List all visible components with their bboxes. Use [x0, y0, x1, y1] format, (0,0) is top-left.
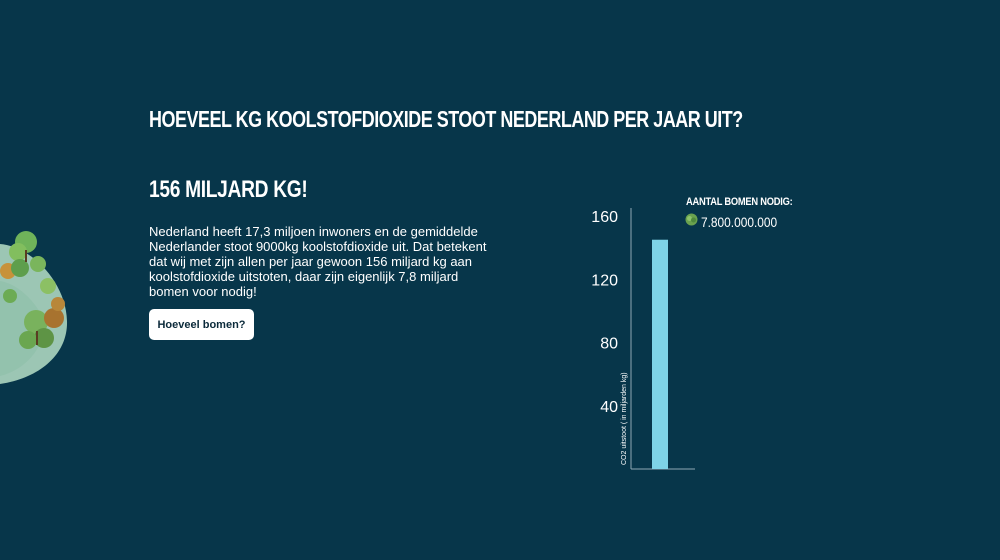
chart-bar	[652, 239, 668, 469]
co2-bar-chart: 40 80 120 160 CO2 uitstoot ( in miljarden kg…	[591, 208, 695, 470]
globe-trees-icon	[0, 231, 68, 384]
trees-needed-label: AANTAL BOMEN NODIG:	[686, 196, 793, 208]
y-tick-label: 160	[591, 209, 618, 226]
y-tick-label: 80	[600, 336, 618, 353]
page-title: HOEVEEL KG KOOLSTOFDIOXIDE STOOT NEDERLA…	[149, 106, 743, 132]
tree-icon	[685, 213, 698, 226]
description-text: Nederland heeft 17,3 miljoen inwoners en…	[149, 224, 487, 299]
trees-needed-value: 7.800.000.000	[701, 214, 778, 230]
y-tick-label: 40	[600, 399, 618, 416]
y-tick-label: 120	[591, 272, 618, 289]
how-many-trees-button[interactable]: Hoeveel bomen?	[149, 309, 254, 340]
co2-amount-heading: 156 MILJARD KG!	[149, 176, 308, 203]
y-axis-label: CO2 uitstoot ( in miljarden kg)	[621, 372, 628, 465]
